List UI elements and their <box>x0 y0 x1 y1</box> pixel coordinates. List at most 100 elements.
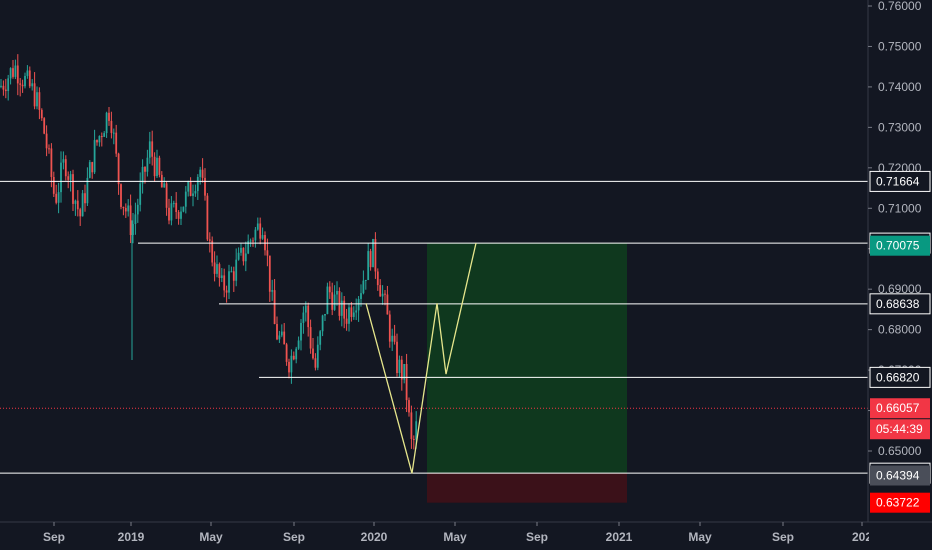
candle-body <box>165 183 168 208</box>
candle-body <box>36 92 38 107</box>
candle <box>333 285 336 311</box>
candle-body <box>232 271 235 281</box>
candle <box>0 79 2 89</box>
candle-body <box>76 200 79 210</box>
candle <box>175 192 178 219</box>
candle-body <box>302 312 305 323</box>
candle-body <box>146 157 149 172</box>
candle-body <box>218 264 221 278</box>
candle-body <box>132 224 134 236</box>
candle-body <box>247 241 250 254</box>
price-tag-0.64394: 0.64394 <box>870 465 930 486</box>
candle <box>235 248 238 287</box>
level-label-0.66820: 0.66820 <box>869 366 931 388</box>
candle-body <box>136 204 139 215</box>
candle-body <box>180 211 182 219</box>
projection-path[interactable] <box>365 242 477 474</box>
candle <box>72 169 74 212</box>
candle <box>343 296 346 329</box>
candle-body <box>122 206 125 208</box>
candle <box>261 227 264 240</box>
level-label-0.66820-bg <box>869 366 931 388</box>
candle <box>364 279 367 290</box>
candle-body <box>31 83 34 87</box>
candle <box>64 155 67 181</box>
candle-body <box>321 315 324 332</box>
candle-body <box>309 327 312 349</box>
candle-body <box>244 253 247 262</box>
candle <box>367 243 370 281</box>
price-tag-0.63722-bg <box>870 492 930 513</box>
candle <box>103 131 106 137</box>
candle-body <box>40 109 43 119</box>
candle <box>400 355 403 391</box>
candle <box>304 301 307 322</box>
candle-body <box>86 177 89 204</box>
candle-body <box>105 112 108 134</box>
loss-zone[interactable] <box>427 473 627 503</box>
price-labels: 0.716640.701390.686380.668200.644520.700… <box>869 170 931 513</box>
candle-body <box>163 183 166 188</box>
candle-body <box>156 157 158 177</box>
candle-body <box>9 68 12 79</box>
candle <box>12 60 14 79</box>
candle <box>86 167 89 207</box>
candle-body <box>115 132 118 154</box>
candle <box>163 177 166 188</box>
candle-body <box>96 140 98 143</box>
x-tick-label: May <box>688 530 712 544</box>
candle-body <box>139 183 142 205</box>
candle <box>374 232 377 279</box>
candle-body <box>348 307 350 324</box>
candle <box>33 72 36 110</box>
price-tag-0.70075: 0.70075 <box>870 235 930 256</box>
horizontal-levels[interactable] <box>0 180 868 474</box>
candle-body <box>189 181 192 196</box>
candle-body <box>204 177 206 196</box>
candle-body <box>120 184 122 207</box>
projection-line[interactable] <box>365 242 477 474</box>
candle <box>398 355 401 378</box>
candle <box>120 183 122 210</box>
candle <box>182 206 185 213</box>
candle <box>110 111 113 139</box>
level-label-0.66820-text: 0.66820 <box>876 370 920 384</box>
candle <box>384 290 386 306</box>
candle <box>309 319 312 354</box>
x-tick-label: Sep <box>772 530 794 544</box>
candle-body <box>398 359 401 373</box>
candle <box>7 74 10 101</box>
candle-body <box>391 335 394 342</box>
candle-body <box>182 206 185 212</box>
candle <box>340 292 343 327</box>
price-tag-0.66057: 0.66057 <box>870 398 930 419</box>
candle <box>93 129 96 175</box>
candle-body <box>175 202 178 213</box>
candle-body <box>112 132 115 134</box>
y-tick-label: 0.71000 <box>878 201 922 215</box>
candle <box>38 87 41 120</box>
candle <box>232 266 235 292</box>
candle-body <box>283 331 286 345</box>
candle-body <box>292 355 295 360</box>
position-tool[interactable] <box>427 243 627 503</box>
candle <box>108 106 110 126</box>
candle-body <box>124 207 127 212</box>
candle-body <box>24 75 26 87</box>
profit-zone[interactable] <box>427 243 627 474</box>
candle <box>129 194 132 244</box>
candle <box>386 285 389 315</box>
candle-body <box>225 290 228 293</box>
candle-body <box>230 271 233 273</box>
candle-body <box>254 229 257 241</box>
candle <box>295 346 298 364</box>
candle-body <box>2 85 5 90</box>
candle-body <box>384 293 386 295</box>
candle <box>292 351 295 361</box>
candle-body <box>7 78 10 92</box>
candle <box>168 198 170 225</box>
candle <box>208 232 211 253</box>
x-tick-label: Sep <box>43 530 65 544</box>
candle <box>36 86 38 110</box>
